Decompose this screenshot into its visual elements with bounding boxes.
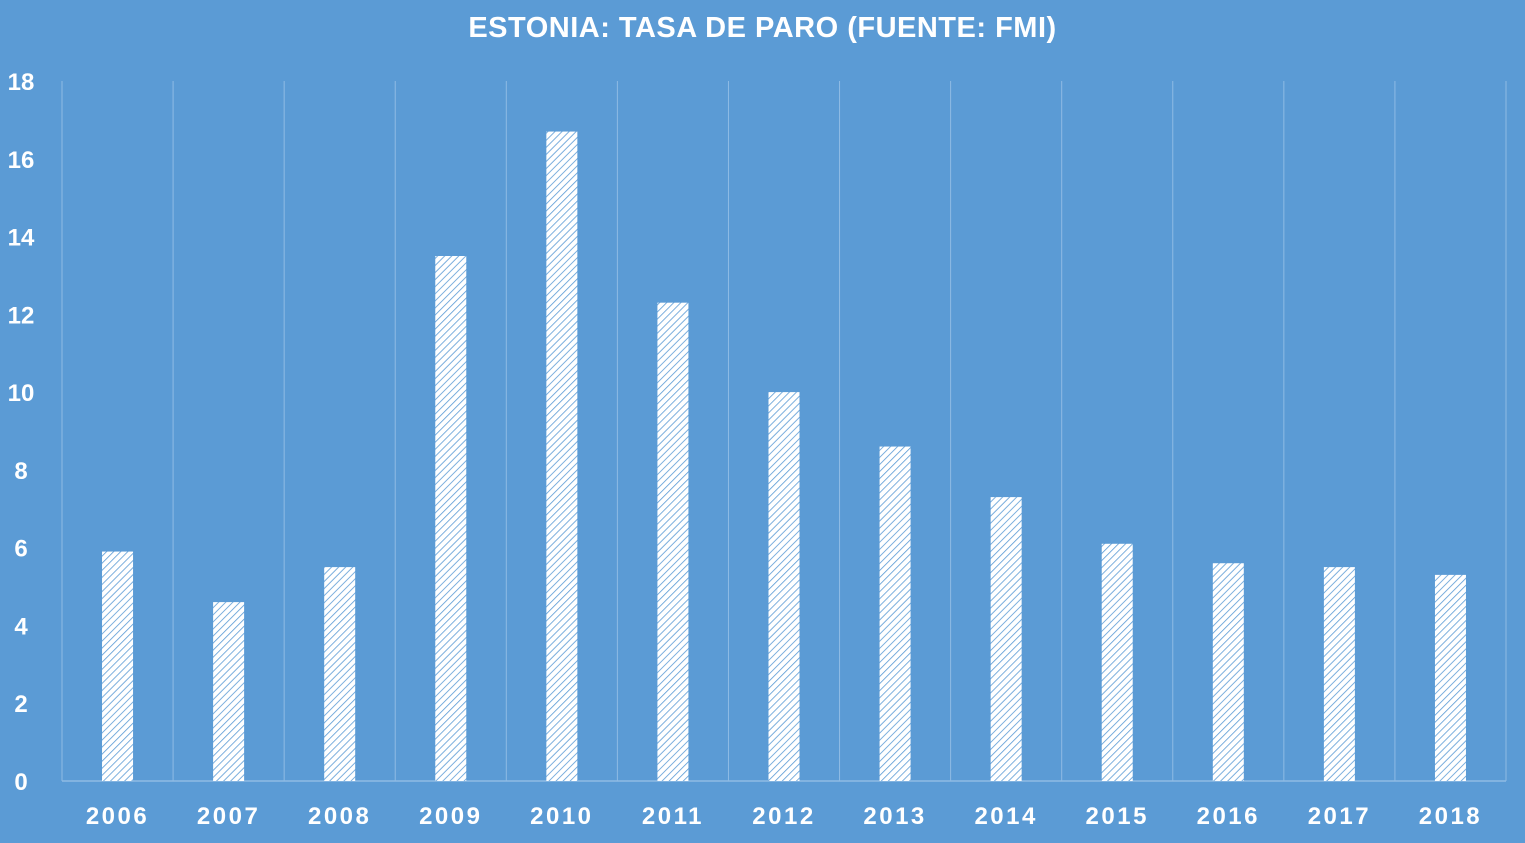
y-tick-label: 4 [14, 613, 28, 640]
y-tick-label: 18 [8, 69, 35, 96]
x-tick-label: 2018 [1419, 803, 1482, 830]
chart-title: ESTONIA: TASA DE PARO (FUENTE: FMI) [468, 12, 1057, 44]
y-tick-label: 16 [8, 147, 35, 174]
y-tick-label: 14 [8, 225, 35, 252]
y-tick-label: 12 [8, 302, 35, 329]
y-tick-label: 10 [8, 380, 35, 407]
bar-2009 [435, 256, 467, 781]
x-tick-label: 2011 [642, 803, 704, 830]
x-tick-label: 2015 [1086, 803, 1149, 830]
x-tick-label: 2016 [1197, 803, 1260, 830]
bar-2006 [102, 551, 134, 781]
x-tick-label: 2017 [1308, 803, 1371, 830]
x-tick-label: 2008 [308, 803, 371, 830]
bars [102, 131, 1466, 782]
y-axis-tick-labels: 0 2 4 6 8 10 12 14 16 18 [8, 69, 35, 796]
bar-2018 [1434, 574, 1466, 781]
bar-2017 [1323, 567, 1355, 781]
y-tick-label: 0 [14, 769, 27, 796]
bar-2015 [1101, 543, 1133, 781]
x-tick-label: 2012 [752, 803, 815, 830]
x-tick-label: 2013 [863, 803, 926, 830]
bar-2014 [990, 497, 1022, 781]
x-tick-label: 2006 [86, 803, 149, 830]
y-tick-label: 6 [14, 536, 27, 563]
x-axis-tick-labels: 2006 2007 2008 2009 2010 2011 2012 2013 2014 2015… [86, 803, 1482, 830]
x-tick-label: 2009 [419, 803, 482, 830]
bar-2016 [1212, 563, 1244, 781]
x-tick-label: 2007 [197, 803, 260, 830]
bar-2010 [546, 131, 578, 782]
bar-2012 [768, 392, 800, 781]
y-tick-label: 8 [14, 458, 27, 485]
bar-2008 [324, 567, 356, 781]
bar-2007 [213, 602, 245, 781]
x-tick-label: 2010 [530, 803, 593, 830]
bar-2013 [879, 446, 911, 781]
gridlines [61, 81, 1507, 781]
bar-2011 [657, 302, 689, 781]
y-tick-label: 2 [14, 691, 27, 718]
x-tick-label: 2014 [974, 803, 1037, 830]
